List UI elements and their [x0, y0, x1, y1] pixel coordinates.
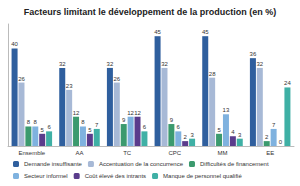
svg-text:9: 9: [170, 117, 174, 123]
svg-text:2: 2: [265, 134, 269, 140]
svg-text:24: 24: [284, 80, 291, 86]
svg-text:6: 6: [143, 124, 147, 130]
svg-text:28: 28: [209, 71, 216, 77]
svg-text:Facteurs limitant le développe: Facteurs limitant le développement de la…: [24, 7, 277, 17]
svg-text:8: 8: [81, 119, 85, 125]
svg-text:4: 4: [231, 129, 235, 135]
svg-text:12: 12: [73, 110, 80, 116]
svg-text:Demande insuffisante: Demande insuffisante: [24, 161, 83, 167]
svg-text:12: 12: [134, 110, 141, 116]
svg-text:TC: TC: [123, 150, 132, 156]
svg-text:40: 40: [11, 41, 18, 47]
svg-text:EE: EE: [266, 150, 274, 156]
svg-text:32: 32: [256, 61, 263, 67]
svg-text:8: 8: [27, 119, 31, 125]
svg-text:Difficultés de financement: Difficultés de financement: [200, 161, 269, 167]
svg-text:23: 23: [66, 83, 73, 89]
svg-text:12: 12: [127, 109, 134, 116]
svg-text:Accentuation de la concurrence: Accentuation de la concurrence: [99, 161, 184, 167]
svg-text:45: 45: [202, 29, 209, 35]
svg-text:6: 6: [177, 124, 181, 130]
svg-text:AA: AA: [75, 150, 83, 156]
svg-text:5: 5: [88, 127, 92, 133]
svg-text:6: 6: [47, 124, 51, 130]
svg-text:3: 3: [238, 132, 242, 138]
svg-text:9: 9: [122, 117, 126, 123]
svg-text:5: 5: [41, 127, 45, 133]
svg-text:36: 36: [250, 51, 257, 57]
svg-text:5: 5: [217, 127, 221, 133]
svg-text:32: 32: [107, 61, 114, 67]
svg-text:13: 13: [223, 107, 230, 113]
svg-text:Ensemble: Ensemble: [18, 150, 45, 156]
svg-text:8: 8: [34, 119, 38, 125]
svg-text:45: 45: [154, 29, 161, 35]
svg-text:Manque de personnel qualifié: Manque de personnel qualifié: [163, 173, 242, 179]
svg-text:32: 32: [161, 61, 168, 67]
svg-text:0: 0: [279, 139, 283, 145]
svg-text:CPC: CPC: [168, 150, 181, 156]
svg-text:32: 32: [59, 61, 66, 67]
svg-text:3: 3: [190, 132, 194, 138]
svg-text:MM: MM: [218, 150, 228, 156]
svg-text:26: 26: [18, 76, 25, 82]
svg-text:2: 2: [184, 134, 188, 140]
svg-text:Coût élevé des intrants: Coût élevé des intrants: [85, 173, 146, 179]
svg-text:7: 7: [95, 122, 99, 128]
svg-text:26: 26: [113, 76, 120, 82]
svg-text:7: 7: [272, 122, 276, 128]
svg-text:Secteur informel: Secteur informel: [24, 173, 68, 179]
